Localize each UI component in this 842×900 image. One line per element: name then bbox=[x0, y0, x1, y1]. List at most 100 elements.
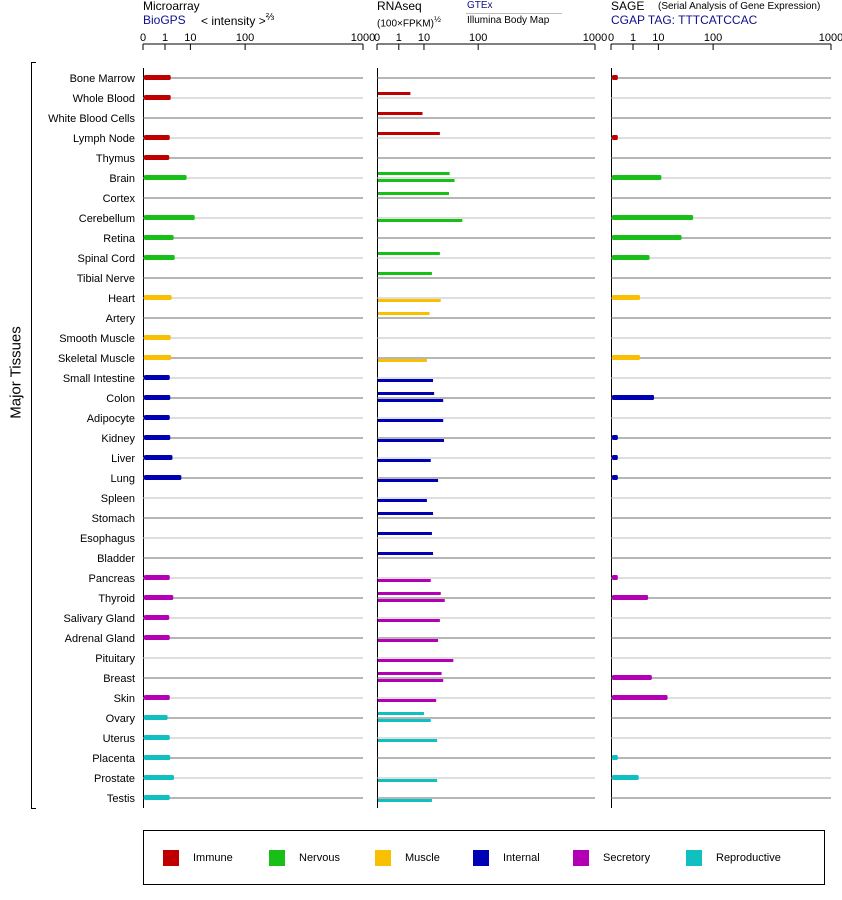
major-tissues-label: Major Tissues bbox=[7, 326, 25, 419]
x-tick-label: 10 bbox=[418, 32, 430, 44]
microarray-bar bbox=[144, 135, 170, 140]
x-tick-label: 1 bbox=[630, 32, 636, 44]
legend-label-internal: Internal bbox=[503, 852, 540, 864]
rnaseq-ibm-bar bbox=[378, 639, 439, 642]
x-tick-label: 1 bbox=[396, 32, 402, 44]
microarray-bar bbox=[144, 695, 170, 700]
tissue-label: Testis bbox=[107, 793, 136, 805]
tissue-label: Cortex bbox=[103, 193, 136, 205]
microarray-bar bbox=[144, 415, 170, 420]
legend-label-immune: Immune bbox=[193, 852, 233, 864]
tissue-label: Lymph Node bbox=[73, 133, 135, 145]
microarray-title: Microarray bbox=[143, 0, 200, 13]
x-tick-label: 10 bbox=[652, 32, 664, 44]
legend-label-secretory: Secretory bbox=[603, 852, 651, 864]
tissue-label: Breast bbox=[103, 673, 135, 685]
sage-bar bbox=[612, 355, 641, 360]
rnaseq-unit: (100×FPKM)½ bbox=[377, 14, 441, 29]
microarray-bar bbox=[144, 335, 171, 340]
microarray-bar bbox=[144, 715, 168, 720]
rnaseq-ibm-bar bbox=[378, 359, 427, 362]
microarray-bar bbox=[144, 455, 173, 460]
rnaseq-ibm-bar bbox=[378, 459, 431, 462]
tissue-label: Liver bbox=[111, 453, 135, 465]
sage-bar bbox=[612, 595, 649, 600]
tissue-label: Prostate bbox=[94, 773, 135, 785]
x-tick-label: 100 bbox=[704, 32, 722, 44]
rnaseq-ibm-bar bbox=[378, 659, 454, 662]
x-tick-label: 10 bbox=[184, 32, 196, 44]
microarray-bar bbox=[144, 295, 172, 300]
rnaseq-gtex-bar bbox=[378, 712, 424, 715]
legend-label-nervous: Nervous bbox=[299, 852, 340, 864]
rnaseq-gtex-bar bbox=[378, 92, 411, 95]
x-tick-label: 1000 bbox=[819, 32, 842, 44]
biogps-link[interactable]: BioGPS bbox=[143, 13, 186, 27]
x-tick-label: 1000 bbox=[351, 32, 375, 44]
tissue-bracket bbox=[31, 62, 36, 809]
microarray-bar bbox=[144, 255, 175, 260]
source-divider bbox=[466, 13, 562, 14]
legend-swatch-nervous bbox=[269, 850, 285, 866]
sage-title: SAGE bbox=[611, 0, 645, 13]
microarray-bar bbox=[144, 375, 170, 380]
tissue-label: Cerebellum bbox=[79, 213, 135, 225]
microarray-bar bbox=[144, 95, 171, 100]
tissue-label: Skeletal Muscle bbox=[58, 353, 135, 365]
rnaseq-ibm-bar bbox=[378, 599, 445, 602]
rnaseq-gtex-bar bbox=[378, 392, 435, 395]
rnaseq-unit-exp: ½ bbox=[433, 14, 441, 24]
microarray-bar bbox=[144, 215, 195, 220]
sage-bar bbox=[612, 575, 618, 580]
gtex-link[interactable]: GTEx bbox=[467, 0, 493, 11]
tissue-label: Esophagus bbox=[80, 533, 136, 545]
sage-bar bbox=[612, 675, 652, 680]
sage-bar bbox=[612, 175, 662, 180]
microarray-unit-exp: ⅔ bbox=[265, 12, 275, 23]
legend-swatch-immune bbox=[163, 850, 179, 866]
sage-bar bbox=[612, 435, 618, 440]
tissue-label: Placenta bbox=[92, 753, 136, 765]
legend-item-muscle: Muscle bbox=[375, 850, 440, 866]
tissue-label: Whole Blood bbox=[73, 93, 135, 105]
microarray-bar bbox=[144, 395, 171, 400]
microarray-bar bbox=[144, 75, 171, 80]
microarray-bar bbox=[144, 175, 187, 180]
rnaseq-ibm-bar bbox=[378, 499, 427, 502]
tissue-label: Bone Marrow bbox=[70, 73, 135, 85]
tissue-label: Smooth Muscle bbox=[59, 333, 135, 345]
legend-label-reproductive: Reproductive bbox=[716, 852, 781, 864]
x-tick-label: 1 bbox=[162, 32, 168, 44]
legend-label-muscle: Muscle bbox=[405, 852, 440, 864]
legend-item-immune: Immune bbox=[163, 850, 233, 866]
legend: Immune Nervous Muscle Internal Secretory… bbox=[143, 830, 825, 885]
sage-bar bbox=[612, 695, 668, 700]
sage-bar bbox=[612, 475, 618, 480]
rnaseq-ibm-bar bbox=[378, 699, 437, 702]
x-tick-label: 0 bbox=[140, 32, 146, 44]
tissue-label: Spinal Cord bbox=[78, 253, 135, 265]
tissue-label: Adrenal Gland bbox=[65, 633, 135, 645]
sage-bar bbox=[612, 395, 655, 400]
sage-bar bbox=[612, 455, 618, 460]
sage-bar bbox=[612, 755, 618, 760]
legend-item-reproductive: Reproductive bbox=[686, 850, 781, 866]
legend-swatch-secretory bbox=[573, 850, 589, 866]
sage-bar bbox=[612, 775, 639, 780]
microarray-bar bbox=[144, 355, 172, 360]
tissue-label: Thymus bbox=[96, 153, 136, 165]
microarray-bar bbox=[144, 755, 171, 760]
rnaseq-gtex-bar bbox=[378, 532, 432, 535]
rnaseq-gtex-bar bbox=[378, 132, 440, 135]
microarray-bar bbox=[144, 635, 170, 640]
sage-subtitle: (Serial Analysis of Gene Expression) bbox=[658, 1, 821, 12]
microarray-unit-text: < intensity > bbox=[201, 14, 266, 28]
rnaseq-gtex-bar bbox=[378, 192, 449, 195]
rnaseq-gtex-bar bbox=[378, 172, 450, 175]
cgap-tag-link[interactable]: CGAP TAG: TTTCATCCAC bbox=[611, 13, 758, 27]
microarray-bar bbox=[144, 795, 170, 800]
tissue-label: Bladder bbox=[97, 553, 135, 565]
x-tick-label: 100 bbox=[236, 32, 254, 44]
microarray-bar bbox=[144, 475, 182, 480]
microarray-bar bbox=[144, 735, 170, 740]
